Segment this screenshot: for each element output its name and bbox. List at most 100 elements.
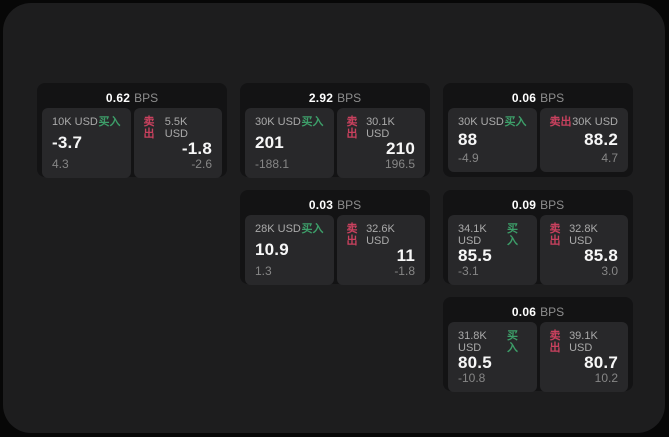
sell-label: 卖出 bbox=[143, 116, 155, 140]
buy-label: 买入 bbox=[506, 330, 518, 354]
buy-price: 85.5 bbox=[458, 246, 492, 265]
sell-notional: 32.6K USD bbox=[366, 223, 395, 247]
buy-price: 88 bbox=[458, 130, 478, 149]
buy-tile-header: 10K USD 买入 bbox=[52, 116, 121, 128]
quote-tiles: 10K USD 买入 -3.7 4.3 卖出 5.5K USD -1.8 -2.… bbox=[42, 108, 222, 178]
cards-grid: 0.62 BPS 10K USD 买入 -3.7 4.3 卖出 bbox=[37, 83, 633, 392]
bps-value: 2.92 bbox=[308, 90, 334, 105]
sell-label: 卖出 bbox=[549, 116, 572, 128]
bps-unit: BPS bbox=[337, 90, 362, 105]
buy-notional: 34.1K USD bbox=[458, 223, 487, 247]
sell-delta: -2.6 bbox=[191, 157, 212, 171]
sell-price: 80.7 bbox=[584, 353, 618, 372]
spread-card: 0.09 BPS 34.1K USD 买入 85.5 -3.1 卖出 bbox=[443, 190, 633, 285]
spread-card: 2.92 BPS 30K USD 买入 201 -188.1 卖出 bbox=[240, 83, 430, 178]
spread-card: 0.06 BPS 30K USD 买入 88 -4.9 卖出 bbox=[443, 83, 633, 177]
spread-card: 0.06 BPS 31.8K USD 买入 80.5 -10.8 卖 bbox=[443, 297, 633, 392]
quote-tiles: 30K USD 买入 88 -4.9 卖出 30K USD 88.2 4.7 bbox=[448, 108, 628, 172]
buy-tile-header: 28K USD 买入 bbox=[255, 223, 324, 235]
buy-label: 买入 bbox=[301, 223, 324, 235]
quote-tiles: 34.1K USD 买入 85.5 -3.1 卖出 32.8K USD 85.8… bbox=[448, 215, 628, 285]
buy-tile-header: 31.8K USD 买入 bbox=[458, 330, 527, 354]
sell-price: 88.2 bbox=[584, 130, 618, 149]
sell-notional: 32.8K USD bbox=[569, 223, 598, 247]
buy-notional: 10K USD bbox=[52, 116, 98, 128]
bps-value: 0.62 bbox=[105, 90, 131, 105]
sell-delta: -1.8 bbox=[394, 264, 415, 278]
spread-card: 0.62 BPS 10K USD 买入 -3.7 4.3 卖出 bbox=[37, 83, 227, 178]
bps-value: 0.06 bbox=[511, 304, 537, 319]
sell-tile-header: 卖出 32.6K USD bbox=[347, 223, 416, 247]
sell-tile[interactable]: 卖出 5.5K USD -1.8 -2.6 bbox=[133, 108, 222, 178]
bps-header: 0.03 BPS bbox=[245, 194, 425, 215]
sell-notional: 5.5K USD bbox=[164, 116, 188, 140]
sell-tile[interactable]: 卖出 32.8K USD 85.8 3.0 bbox=[539, 215, 628, 285]
buy-delta: -188.1 bbox=[255, 157, 290, 171]
buy-tile-header: 34.1K USD 买入 bbox=[458, 223, 527, 247]
buy-tile-header: 30K USD 买入 bbox=[458, 116, 527, 128]
quote-tiles: 28K USD 买入 10.9 1.3 卖出 32.6K USD 11 -1.8 bbox=[245, 215, 425, 285]
bps-header: 0.62 BPS bbox=[42, 87, 222, 108]
buy-notional: 30K USD bbox=[458, 116, 504, 128]
buy-price: 80.5 bbox=[458, 353, 492, 372]
sell-price: 210 bbox=[386, 139, 415, 158]
bps-unit: BPS bbox=[337, 197, 362, 212]
bps-header: 0.09 BPS bbox=[448, 194, 628, 215]
quote-tiles: 31.8K USD 买入 80.5 -10.8 卖出 39.1K USD 80.… bbox=[448, 322, 628, 392]
buy-delta: -4.9 bbox=[458, 151, 479, 165]
sell-label: 卖出 bbox=[346, 223, 358, 247]
sell-price: -1.8 bbox=[181, 139, 212, 158]
app-panel: 0.62 BPS 10K USD 买入 -3.7 4.3 卖出 bbox=[3, 3, 665, 433]
sell-delta: 10.2 bbox=[594, 371, 618, 385]
buy-delta: -10.8 bbox=[458, 371, 486, 385]
buy-delta: 1.3 bbox=[255, 264, 272, 278]
sell-tile[interactable]: 卖出 39.1K USD 80.7 10.2 bbox=[539, 322, 628, 392]
buy-tile[interactable]: 30K USD 买入 201 -188.1 bbox=[245, 108, 334, 178]
quote-tiles: 30K USD 买入 201 -188.1 卖出 30.1K USD 210 1… bbox=[245, 108, 425, 178]
sell-notional: 39.1K USD bbox=[569, 330, 598, 354]
buy-tile-header: 30K USD 买入 bbox=[255, 116, 324, 128]
buy-notional: 31.8K USD bbox=[458, 330, 487, 354]
bps-unit: BPS bbox=[540, 90, 565, 105]
sell-price: 85.8 bbox=[584, 246, 618, 265]
buy-tile[interactable]: 28K USD 买入 10.9 1.3 bbox=[245, 215, 334, 285]
sell-notional: 30.1K USD bbox=[366, 116, 395, 140]
buy-price: 201 bbox=[255, 133, 284, 152]
sell-notional: 30K USD bbox=[572, 116, 618, 128]
sell-tile-header: 卖出 30.1K USD bbox=[347, 116, 416, 140]
buy-delta: -3.1 bbox=[458, 264, 479, 278]
sell-delta: 3.0 bbox=[601, 264, 618, 278]
buy-notional: 28K USD bbox=[255, 223, 301, 235]
buy-tile[interactable]: 31.8K USD 买入 80.5 -10.8 bbox=[448, 322, 537, 392]
bps-header: 0.06 BPS bbox=[448, 301, 628, 322]
bps-unit: BPS bbox=[134, 90, 159, 105]
bps-value: 0.06 bbox=[511, 90, 537, 105]
spread-card: 0.03 BPS 28K USD 买入 10.9 1.3 卖出 bbox=[240, 190, 430, 285]
buy-label: 买入 bbox=[504, 116, 527, 128]
sell-tile-header: 卖出 32.8K USD bbox=[550, 223, 619, 247]
sell-tile-header: 卖出 39.1K USD bbox=[550, 330, 619, 354]
sell-price: 11 bbox=[396, 246, 415, 265]
buy-price: 10.9 bbox=[255, 240, 289, 259]
buy-tile[interactable]: 30K USD 买入 88 -4.9 bbox=[448, 108, 537, 172]
bps-unit: BPS bbox=[540, 197, 565, 212]
sell-tile[interactable]: 卖出 30K USD 88.2 4.7 bbox=[539, 108, 628, 172]
bps-unit: BPS bbox=[540, 304, 565, 319]
buy-label: 买入 bbox=[506, 223, 518, 247]
sell-delta: 4.7 bbox=[601, 151, 618, 165]
sell-tile-header: 卖出 30K USD bbox=[550, 116, 619, 128]
buy-tile[interactable]: 34.1K USD 买入 85.5 -3.1 bbox=[448, 215, 537, 285]
buy-label: 买入 bbox=[98, 116, 121, 128]
buy-label: 买入 bbox=[301, 116, 324, 128]
buy-notional: 30K USD bbox=[255, 116, 301, 128]
sell-delta: 196.5 bbox=[384, 157, 415, 171]
bps-value: 0.03 bbox=[308, 197, 334, 212]
sell-label: 卖出 bbox=[549, 223, 561, 247]
sell-tile[interactable]: 卖出 32.6K USD 11 -1.8 bbox=[336, 215, 425, 285]
sell-tile[interactable]: 卖出 30.1K USD 210 196.5 bbox=[336, 108, 425, 178]
buy-price: -3.7 bbox=[52, 133, 83, 152]
bps-header: 0.06 BPS bbox=[448, 87, 628, 108]
buy-tile[interactable]: 10K USD 买入 -3.7 4.3 bbox=[42, 108, 131, 178]
sell-label: 卖出 bbox=[549, 330, 561, 354]
